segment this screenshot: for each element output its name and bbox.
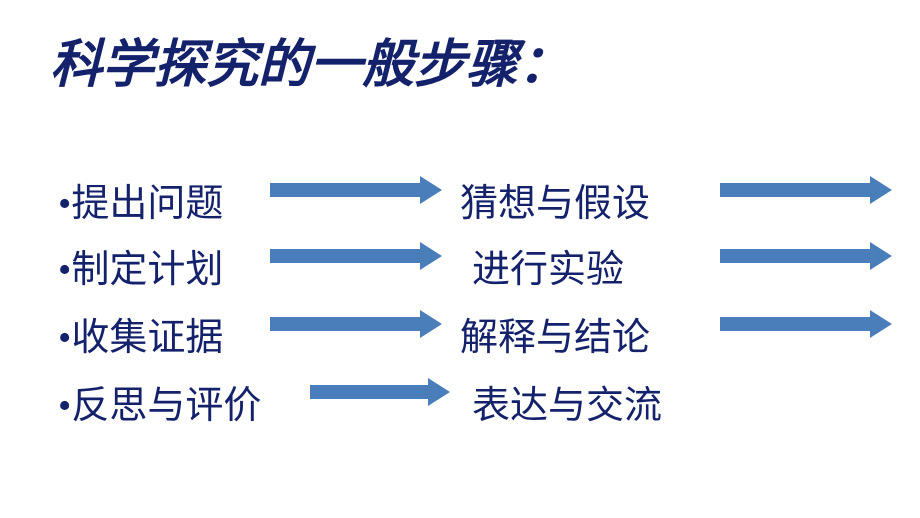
arrow-mid-2: [270, 242, 442, 270]
step-left-3: •收集证据: [58, 306, 223, 361]
step-left-1: •提出问题: [58, 172, 223, 227]
step-left-2-text: 制定计划: [71, 249, 223, 291]
bullet: •: [58, 183, 71, 225]
arrow-right-2: [720, 242, 892, 270]
step-right-1: 猜想与假设: [460, 172, 650, 227]
step-left-3-text: 收集证据: [71, 317, 223, 359]
arrow-shaft: [720, 183, 870, 197]
arrow-shaft: [270, 317, 420, 331]
slide-title: 科学探究的一般步骤：: [50, 22, 570, 97]
arrow-right-3: [720, 310, 892, 338]
arrow-shaft: [720, 249, 870, 263]
bullet: •: [58, 385, 71, 427]
arrow-mid-3: [270, 310, 442, 338]
arrow-head-icon: [870, 310, 892, 338]
step-right-2: 进行实验: [472, 238, 624, 293]
arrow-mid-1: [270, 176, 442, 204]
step-right-4: 表达与交流: [472, 374, 662, 429]
arrow-head-icon: [870, 242, 892, 270]
arrow-shaft: [270, 183, 420, 197]
arrow-shaft: [270, 249, 420, 263]
bullet: •: [58, 317, 71, 359]
arrow-shaft: [310, 385, 428, 399]
slide-container: { "title": { "text": "科学探究的一般步骤：", "colo…: [0, 0, 920, 518]
arrow-head-icon: [420, 242, 442, 270]
arrow-mid-4: [310, 378, 450, 406]
arrow-head-icon: [428, 378, 450, 406]
arrow-right-1: [720, 176, 892, 204]
arrow-head-icon: [420, 176, 442, 204]
arrow-shaft: [720, 317, 870, 331]
step-left-4-text: 反思与评价: [71, 385, 261, 427]
step-left-2: •制定计划: [58, 238, 223, 293]
step-left-1-text: 提出问题: [71, 183, 223, 225]
bullet: •: [58, 249, 71, 291]
step-left-4: •反思与评价: [58, 374, 261, 429]
arrow-head-icon: [870, 176, 892, 204]
arrow-head-icon: [420, 310, 442, 338]
step-right-3: 解释与结论: [460, 306, 650, 361]
